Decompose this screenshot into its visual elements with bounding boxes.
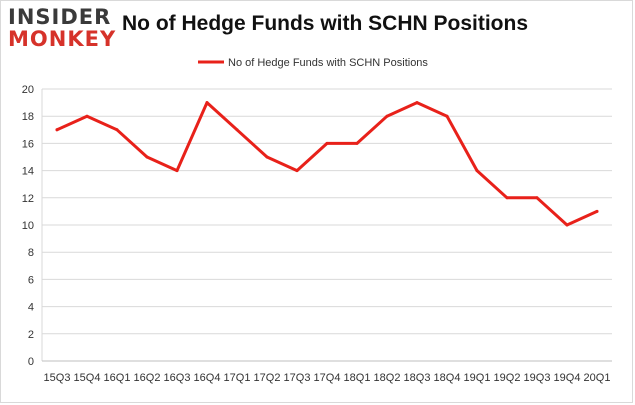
data-point [565, 223, 569, 227]
x-tick-label: 15Q4 [74, 372, 101, 384]
x-tick-label: 16Q1 [104, 372, 131, 384]
x-tick-label: 18Q1 [344, 372, 371, 384]
y-tick-label: 20 [22, 84, 34, 96]
y-tick-label: 2 [28, 329, 34, 341]
data-point [55, 128, 59, 132]
y-tick-label: 10 [22, 220, 34, 232]
data-point [295, 169, 299, 173]
x-tick-label: 17Q1 [224, 372, 251, 384]
data-point [325, 141, 329, 145]
x-tick-label: 19Q2 [494, 372, 521, 384]
y-tick-label: 14 [22, 166, 34, 178]
x-tick-label: 17Q3 [284, 372, 311, 384]
data-point [415, 101, 419, 105]
y-tick-label: 8 [28, 247, 34, 259]
x-tick-label: 16Q2 [134, 372, 161, 384]
y-tick-label: 12 [22, 193, 34, 205]
x-tick-label: 19Q4 [554, 372, 581, 384]
x-tick-label: 18Q2 [374, 372, 401, 384]
x-tick-label: 17Q4 [314, 372, 341, 384]
data-point [85, 114, 89, 118]
x-tick-label: 17Q2 [254, 372, 281, 384]
data-point [355, 141, 359, 145]
data-point [505, 196, 509, 200]
y-tick-label: 4 [28, 302, 34, 314]
data-point [175, 169, 179, 173]
data-point [145, 155, 149, 159]
x-tick-label: 19Q3 [524, 372, 551, 384]
x-tick-label: 15Q3 [44, 372, 71, 384]
y-tick-label: 18 [22, 111, 34, 123]
x-tick-label: 16Q3 [164, 372, 191, 384]
x-tick-label: 18Q4 [434, 372, 461, 384]
insider-monkey-logo: INSIDER MONKEY [8, 6, 118, 56]
data-point [265, 155, 269, 159]
data-point [535, 196, 539, 200]
x-tick-label: 18Q3 [404, 372, 431, 384]
logo-line1: INSIDER [8, 5, 112, 29]
series-line [55, 101, 599, 227]
y-tick-label: 16 [22, 138, 34, 150]
data-point [205, 101, 209, 105]
x-tick-label: 20Q1 [584, 372, 611, 384]
logo-line2: MONKEY [8, 27, 117, 51]
chart-title: No of Hedge Funds with SCHN Positions [122, 12, 528, 35]
data-point [595, 209, 599, 213]
x-tick-label: 19Q1 [464, 372, 491, 384]
data-point [235, 128, 239, 132]
y-tick-label: 6 [28, 274, 34, 286]
data-point [445, 114, 449, 118]
data-point [115, 128, 119, 132]
x-tick-label: 16Q4 [194, 372, 221, 384]
data-point [475, 169, 479, 173]
data-point [385, 114, 389, 118]
y-tick-label: 0 [28, 356, 34, 368]
legend-label: No of Hedge Funds with SCHN Positions [228, 57, 428, 69]
